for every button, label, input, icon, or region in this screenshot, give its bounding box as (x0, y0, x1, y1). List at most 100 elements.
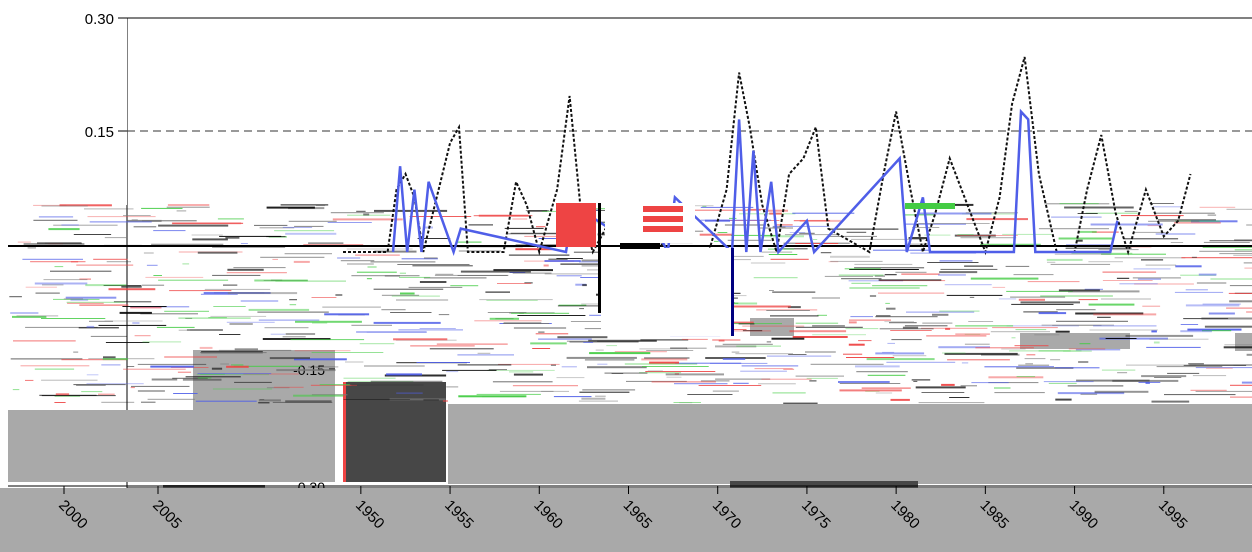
noise-streak (384, 374, 447, 377)
noise-streak (25, 286, 57, 288)
noise-streak (1124, 210, 1138, 212)
noise-streak (1230, 396, 1252, 398)
y-tick-label-030: 0.30 (85, 11, 114, 28)
noise-streak (646, 350, 694, 351)
noise-streak (61, 224, 79, 226)
noise-streak (311, 297, 337, 298)
noise-streak (992, 286, 1006, 288)
noise-streak (741, 365, 799, 367)
noise-streak (1199, 250, 1252, 252)
noise-streak (137, 363, 207, 365)
noise-streak (604, 372, 648, 374)
noise-streak (78, 327, 119, 329)
noise-streak (151, 243, 224, 246)
noise-streak (1006, 325, 1079, 327)
noise-streak (1224, 344, 1252, 346)
noise-streak (848, 280, 904, 282)
noise-streak (1105, 338, 1137, 339)
noise-streak (1174, 222, 1221, 224)
noise-streak (861, 387, 911, 389)
noise-streak (553, 396, 592, 398)
noise-streak (12, 315, 47, 318)
noise-streak (332, 218, 403, 221)
noise-streak (965, 212, 1018, 214)
noise-streak (955, 333, 990, 335)
noise-streak (687, 394, 733, 395)
noise-streak (1145, 264, 1177, 266)
noise-streak (86, 383, 144, 385)
navy-vertical-line (731, 248, 734, 336)
noise-streak (290, 339, 365, 341)
noise-streak (486, 299, 538, 301)
noise-streak (1164, 394, 1236, 396)
noise-streak (968, 321, 994, 322)
noise-streak (1102, 271, 1157, 273)
noise-streak (957, 234, 974, 236)
noise-streak (772, 291, 816, 293)
noise-streak (1210, 278, 1252, 280)
noise-streak (158, 224, 229, 227)
noise-streak (512, 218, 528, 220)
noise-streak (512, 385, 578, 387)
noise-streak (774, 224, 793, 226)
noise-streak (1097, 316, 1111, 318)
noise-streak (343, 377, 396, 379)
noise-streak (141, 207, 183, 209)
noise-streak (479, 299, 553, 301)
noise-streak (765, 209, 788, 212)
noise-streak (248, 308, 310, 311)
noise-streak (1075, 312, 1144, 315)
noise-streak (226, 365, 249, 368)
noise-streak (200, 352, 267, 354)
noise-streak (640, 339, 689, 341)
noise-streak (570, 321, 628, 322)
noise-streak (1198, 273, 1217, 276)
noise-streak (102, 358, 128, 361)
noise-streak (400, 292, 415, 295)
noise-streak (1202, 330, 1232, 332)
noise-streak (556, 377, 585, 379)
noise-streak (1065, 247, 1132, 249)
noise-streak (1187, 328, 1242, 331)
noise-streak (498, 363, 560, 365)
noise-streak (712, 339, 741, 341)
noise-streak (698, 385, 762, 386)
noise-streak (460, 270, 531, 273)
noise-streak (423, 399, 439, 401)
noise-streak (173, 393, 198, 394)
noise-streak (366, 278, 372, 280)
noise-streak (1025, 363, 1033, 365)
noise-streak (917, 212, 992, 215)
noise-streak (639, 372, 682, 374)
noise-streak (756, 309, 818, 311)
noise-streak (876, 315, 891, 317)
black-stripe (620, 243, 660, 249)
noise-streak (275, 280, 346, 282)
noise-streak (624, 363, 698, 365)
noise-streak (66, 301, 126, 303)
noise-streak (772, 392, 806, 394)
noise-streak (254, 224, 288, 226)
noise-streak (517, 315, 586, 316)
noise-streak (1138, 381, 1161, 383)
noise-streak (35, 292, 60, 294)
noise-streak (1208, 312, 1235, 315)
noise-streak (289, 304, 297, 306)
noise-streak (355, 254, 400, 256)
noise-streak (476, 393, 541, 395)
noise-streak (509, 371, 534, 373)
noise-streak (76, 384, 106, 386)
noise-streak (753, 277, 798, 279)
noise-streak (1190, 389, 1227, 391)
noise-streak (166, 206, 210, 208)
noise-streak (558, 304, 587, 306)
noise-streak (1134, 283, 1194, 285)
noise-streak (442, 400, 448, 402)
noise-streak (143, 252, 154, 254)
noise-streak (1195, 367, 1252, 369)
noise-streak (758, 383, 796, 385)
noise-streak (210, 315, 267, 317)
noise-streak (231, 364, 244, 366)
noise-streak (578, 400, 618, 402)
noise-streak (587, 366, 647, 369)
